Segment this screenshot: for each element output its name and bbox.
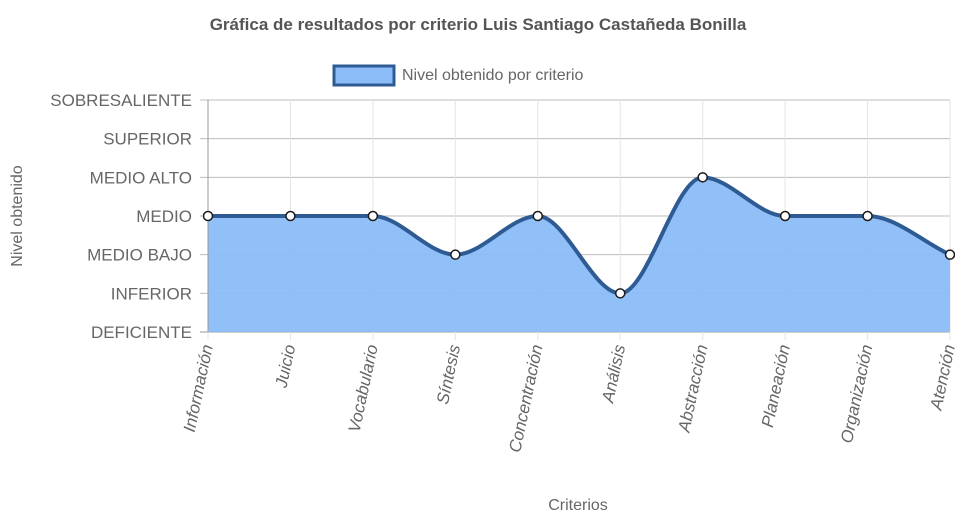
- data-point-información[interactable]: [202, 210, 214, 222]
- x-tick-label: Vocabulario: [345, 343, 382, 434]
- y-tick-label: INFERIOR: [111, 284, 192, 303]
- x-tick-labels: Información Juicio Vocabulario Síntesis Conc…: [180, 342, 955, 454]
- data-point-síntesis[interactable]: [450, 249, 461, 260]
- x-tick-label: Concentración: [505, 343, 546, 454]
- data-point-atención[interactable]: [944, 249, 955, 260]
- data-point-juicio[interactable]: [285, 210, 296, 222]
- x-tick-label: Organización: [837, 343, 876, 445]
- legend-swatch: [332, 64, 396, 87]
- data-point-concentración[interactable]: [532, 210, 544, 222]
- y-tick-label: MEDIO: [136, 207, 192, 226]
- y-tick-label: MEDIO ALTO: [90, 168, 192, 187]
- x-tick-label: Abstracción: [674, 343, 711, 435]
- data-points: [202, 172, 955, 299]
- y-tick-labels: DEFICIENTE INFERIOR MEDIO BAJO MEDIO MEDIO A…: [50, 91, 192, 342]
- y-tick-label: DEFICIENTE: [91, 323, 192, 342]
- y-tick-label: MEDIO BAJO: [87, 246, 192, 265]
- series-area: [206, 175, 952, 332]
- legend-label: Nivel obtenido por criterio: [402, 67, 584, 84]
- chart-title: Gráfica de resultados por criterio Luis …: [210, 15, 747, 34]
- x-tick-label: Síntesis: [433, 342, 464, 406]
- area-fill: [208, 177, 950, 332]
- data-point-vocabulario[interactable]: [367, 210, 379, 222]
- y-tick-label: SOBRESALIENTE: [50, 91, 192, 110]
- x-tick-label: Información: [180, 343, 217, 434]
- x-tick-label: Atención: [926, 343, 955, 413]
- x-axis-title: Criterios: [548, 497, 608, 514]
- series-line: [206, 175, 952, 296]
- x-tick-label: Planeación: [758, 343, 794, 429]
- data-point-abstracción[interactable]: [697, 172, 708, 183]
- y-axis-title: Nivel obtenido: [9, 165, 26, 267]
- y-tick-label: SUPERIOR: [103, 130, 192, 149]
- x-tick-label: Juicio: [272, 343, 300, 390]
- x-tick-label: Análisis: [598, 342, 629, 405]
- data-point-planeación[interactable]: [779, 210, 791, 222]
- legend[interactable]: Nivel obtenido por criterio: [332, 64, 584, 87]
- data-point-análisis[interactable]: [614, 288, 626, 299]
- data-point-organización[interactable]: [862, 210, 873, 222]
